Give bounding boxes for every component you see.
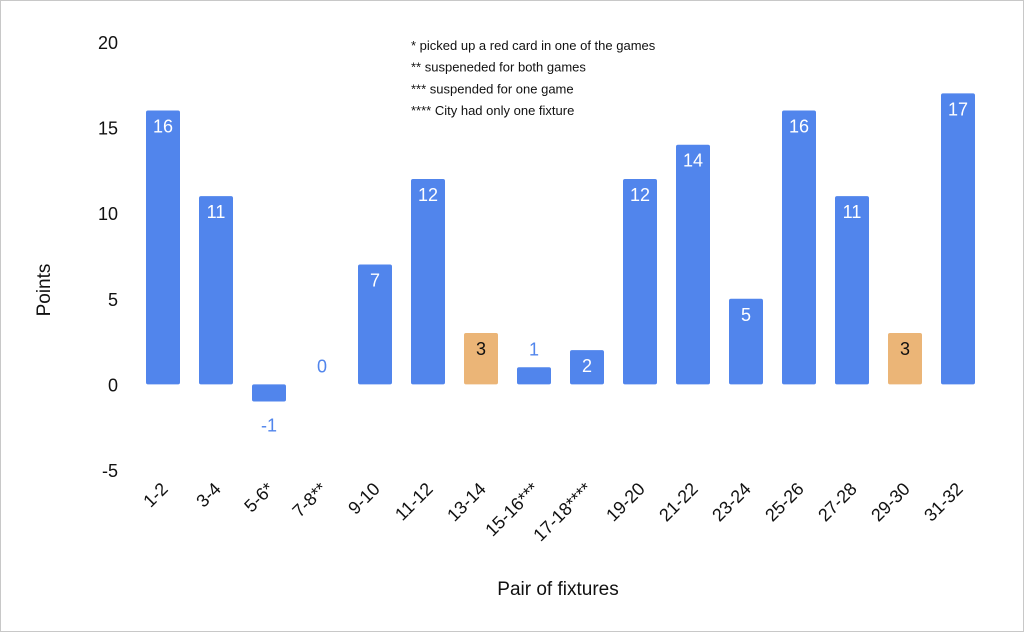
annotations: * picked up a red card in one of the gam… (411, 38, 656, 118)
data-label: -1 (261, 416, 277, 436)
x-axis-title: Pair of fixtures (497, 579, 618, 600)
x-axis-ticks: 1-2 3-4 5-6* 7-8** 9-10 11-12 13-1415-16***17-… (139, 479, 967, 546)
bar (729, 298, 763, 385)
data-label: 2 (582, 356, 592, 376)
data-label: 3 (476, 339, 486, 359)
bar (358, 264, 392, 385)
data-label: 16 (789, 116, 809, 136)
y-axis-ticks: 20 15 10 5 0 -5 (98, 33, 118, 481)
bar (570, 350, 604, 385)
y-tick-label: 0 (108, 375, 118, 395)
bars (146, 93, 975, 402)
bar (623, 178, 657, 385)
x-tick-label: 7-8** (288, 479, 330, 521)
x-tick-label: 9-10 (344, 479, 384, 519)
bar (835, 196, 869, 385)
bar (888, 333, 922, 385)
footnote: ** suspeneded for both games (411, 60, 586, 75)
x-tick-label: 3-4 (192, 479, 225, 512)
data-label: 0 (317, 356, 327, 376)
footnote: * picked up a red card in one of the gam… (411, 38, 656, 53)
data-label: 11 (207, 202, 226, 222)
x-tick-label: 11-12 (391, 479, 437, 525)
y-tick-label: -5 (102, 461, 118, 481)
data-label: 11 (843, 202, 862, 222)
x-tick-label: 17-18**** (529, 479, 596, 546)
x-tick-label: 31-32 (920, 479, 967, 526)
x-tick-label: 13-14 (443, 479, 490, 526)
y-axis-title: Points (34, 264, 55, 317)
bar (517, 367, 551, 385)
data-label: 17 (948, 99, 968, 119)
data-label: 14 (683, 151, 703, 171)
bar (782, 110, 816, 385)
x-tick-label: 19-20 (602, 479, 649, 526)
footnote: *** suspended for one game (411, 81, 574, 96)
x-tick-label: 27-28 (814, 479, 861, 526)
y-tick-label: 20 (98, 33, 118, 53)
bar (676, 144, 710, 385)
x-tick-label: 1-2 (139, 479, 172, 512)
bar (411, 178, 445, 385)
data-label: 12 (630, 185, 650, 205)
data-label: 1 (529, 339, 539, 359)
bar (941, 93, 975, 385)
data-label: 7 (370, 271, 380, 291)
y-tick-label: 5 (108, 290, 118, 310)
x-tick-label: 23-24 (708, 479, 755, 526)
footnote: **** City had only one fixture (411, 103, 574, 118)
bar (252, 384, 286, 402)
x-tick-label: 5-6* (240, 479, 277, 516)
y-tick-label: 10 (98, 204, 118, 224)
y-tick-label: 15 (98, 119, 118, 139)
data-label: 3 (900, 339, 910, 359)
x-tick-label: 21-22 (655, 479, 702, 526)
bar (199, 196, 233, 385)
bar (146, 110, 180, 385)
x-tick-label: 25-26 (761, 479, 808, 526)
data-label: 12 (418, 185, 438, 205)
bar (464, 333, 498, 385)
data-label: 5 (741, 305, 751, 325)
x-tick-label: 29-30 (867, 479, 914, 526)
data-label: 16 (153, 116, 173, 136)
